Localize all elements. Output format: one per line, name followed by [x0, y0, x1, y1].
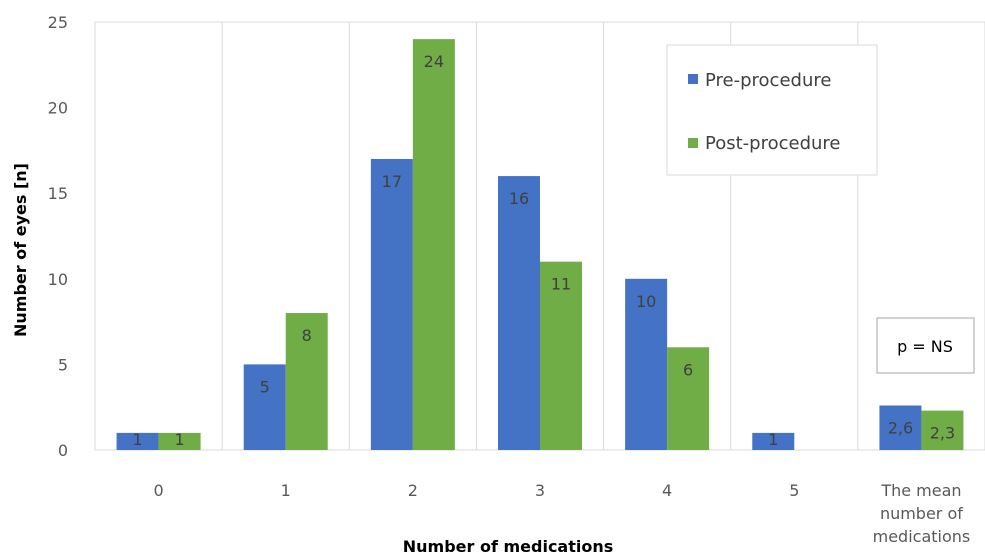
y-tick-label: 20 — [48, 99, 68, 118]
data-label: 5 — [260, 377, 270, 396]
legend-box — [666, 44, 878, 176]
bar-post-4 — [667, 347, 710, 450]
bar-pre-4 — [625, 278, 668, 450]
y-tick-label: 5 — [58, 355, 68, 374]
legend: Pre-procedure Post-procedure — [666, 44, 878, 176]
y-tick-label: 15 — [48, 184, 68, 203]
legend-label-post: Post-procedure — [705, 133, 840, 154]
x-tick-label: 0 — [153, 481, 163, 500]
y-tick-label: 25 — [48, 13, 68, 32]
bar-pre-3 — [498, 176, 540, 450]
x-axis-title: Number of medications — [403, 537, 614, 556]
bar-pre-1 — [243, 364, 286, 450]
data-label: 1 — [768, 430, 778, 449]
p-value-annotation: p = NS — [876, 317, 975, 374]
bar-post-2 — [412, 39, 455, 451]
y-tick-label: 10 — [48, 270, 68, 289]
data-label: 2,3 — [930, 424, 955, 443]
annotation-text: p = NS — [897, 337, 953, 356]
y-axis-title: Number of eyes [n] — [11, 163, 30, 337]
data-label: 1 — [174, 430, 184, 449]
data-label: 1 — [132, 430, 142, 449]
data-label: 16 — [509, 189, 529, 208]
data-label: 2,6 — [888, 418, 913, 437]
data-label: 10 — [636, 292, 656, 311]
bar-pre-6 — [879, 405, 922, 450]
x-tick-label: 3 — [535, 481, 545, 500]
y-axis-ticks: 0 5 10 15 20 25 — [48, 13, 68, 460]
data-label: 17 — [382, 172, 402, 191]
legend-swatch-post — [688, 138, 698, 148]
data-label: 8 — [302, 326, 312, 345]
data-label: 6 — [683, 360, 693, 379]
bar-post-6 — [921, 410, 964, 450]
x-tick-label: 5 — [789, 481, 799, 500]
x-tick-label: The mean number of medications — [873, 481, 971, 546]
bar-post-3 — [540, 261, 582, 450]
bar-pre-2 — [370, 158, 413, 450]
x-tick-label: 4 — [662, 481, 672, 500]
bars — [116, 39, 964, 451]
annotation-box — [876, 317, 975, 374]
legend-label-pre: Pre-procedure — [705, 70, 831, 91]
bar-pre-0 — [116, 432, 159, 450]
data-label: 11 — [551, 275, 571, 294]
x-axis-ticks: 0 1 2 3 4 5 The mean number of medications — [153, 481, 970, 546]
bar-post-1 — [285, 313, 328, 450]
bar-post-0 — [158, 432, 201, 450]
y-tick-label: 0 — [58, 441, 68, 460]
data-label: 24 — [424, 52, 444, 71]
x-tick-label: 1 — [281, 481, 291, 500]
legend-swatch-pre — [688, 74, 698, 84]
bar-pre-5 — [752, 432, 795, 450]
x-tick-label: 2 — [408, 481, 418, 500]
